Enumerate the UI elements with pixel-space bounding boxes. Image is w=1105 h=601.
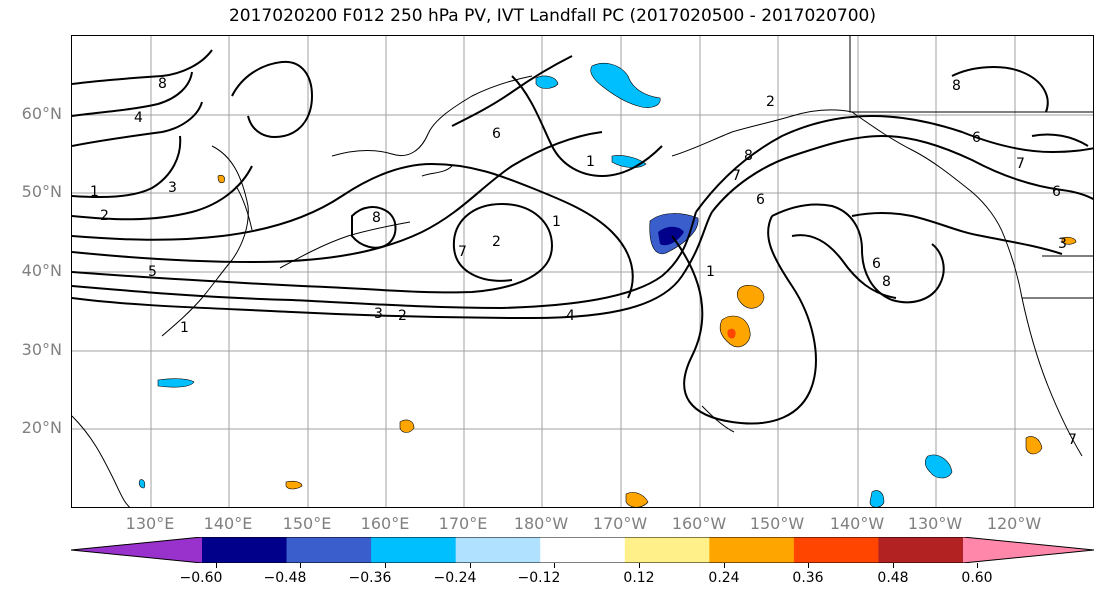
- colorbar-segment: [963, 537, 1094, 563]
- lat-label: 40°N: [21, 261, 62, 280]
- contour-label: 2: [398, 308, 407, 324]
- contour-label: 3: [374, 306, 383, 322]
- contour-label: 6: [1052, 184, 1061, 200]
- colorbar-tick-label: −0.48: [263, 570, 307, 586]
- colorbar-tickmark: [385, 563, 386, 568]
- colorbar-tick-label: 0.12: [623, 570, 655, 586]
- contour-label: 4: [134, 110, 143, 126]
- contour-label: 6: [756, 192, 765, 208]
- colorbar-segment: [709, 537, 795, 563]
- colorbar-tickmark: [977, 563, 978, 568]
- lon-label: 150°E: [282, 514, 332, 533]
- lon-label: 170°E: [438, 514, 488, 533]
- contour-label: 1: [90, 184, 99, 200]
- contour-label: 3: [1058, 236, 1067, 252]
- contour-label: 1: [552, 214, 561, 230]
- lon-label: 130°W: [907, 514, 963, 533]
- colorbar-tick-label: −0.60: [179, 570, 223, 586]
- contour-label: 2: [492, 234, 501, 250]
- colorbar-tickmark: [216, 563, 217, 568]
- contour-label: 3: [168, 180, 177, 196]
- figure-title: 2017020200 F012 250 hPa PV, IVT Landfall…: [228, 6, 876, 26]
- contour-label: 1: [586, 154, 595, 170]
- coastlines: [72, 36, 1093, 507]
- contour-labels: 8 4 1 2 3 5 6 7 8 2 1 3 2 4 6 7 1 1 8 6 …: [90, 76, 1077, 448]
- pv-contours: [72, 49, 1093, 425]
- colorbar-segment: [540, 537, 626, 563]
- lon-label: 170°W: [592, 514, 648, 533]
- contour-label: 8: [952, 78, 961, 94]
- contour-label: 6: [872, 256, 881, 272]
- map-canvas: 8 4 1 2 3 5 6 7 8 2 1 3 2 4 6 7 1 1 8 6 …: [72, 36, 1093, 507]
- contour-label: 8: [744, 148, 753, 164]
- colorbar-tick-label: 0.48: [877, 570, 909, 586]
- colorbar-segments: [71, 537, 1094, 563]
- colorbar-segment: [455, 537, 541, 563]
- contour-label: 1: [180, 320, 189, 336]
- lon-label: 160°W: [671, 514, 727, 533]
- lon-label: 140°W: [829, 514, 885, 533]
- gridlines: [72, 36, 1093, 507]
- contour-label: 1: [706, 264, 715, 280]
- lat-label: 60°N: [21, 104, 62, 123]
- contour-label: 7: [732, 168, 741, 184]
- lon-label: 140°E: [203, 514, 253, 533]
- map-panel: 8 4 1 2 3 5 6 7 8 2 1 3 2 4 6 7 1 1 8 6 …: [71, 35, 1094, 508]
- contour-label: 2: [100, 208, 109, 224]
- lon-label: 150°W: [749, 514, 805, 533]
- colorbar-tickmark: [470, 563, 471, 568]
- contour-label: 7: [458, 244, 467, 260]
- colorbar-segment: [286, 537, 372, 563]
- colorbar-segment: [71, 537, 202, 563]
- colorbar: [71, 537, 1094, 563]
- contour-label: 2: [766, 94, 775, 110]
- ivt-shading: [138, 63, 1077, 507]
- colorbar-tick-label: 0.36: [792, 570, 824, 586]
- colorbar-tick-label: −0.12: [517, 570, 561, 586]
- contour-label: 5: [148, 264, 157, 280]
- lat-label: 20°N: [21, 418, 62, 437]
- lon-label: 160°E: [360, 514, 410, 533]
- lat-label: 30°N: [21, 340, 62, 359]
- colorbar-tickmark: [300, 563, 301, 568]
- colorbar-segment: [371, 537, 457, 563]
- colorbar-tickmark: [724, 563, 725, 568]
- contour-label: 8: [372, 210, 381, 226]
- colorbar-tick-label: −0.24: [433, 570, 477, 586]
- lon-label: 120°W: [986, 514, 1042, 533]
- colorbar-tick-label: −0.36: [348, 570, 392, 586]
- lon-label: 130°E: [125, 514, 175, 533]
- contour-label: 6: [492, 126, 501, 142]
- colorbar-tickmark: [893, 563, 894, 568]
- colorbar-segment: [202, 537, 288, 563]
- colorbar-tickmark: [808, 563, 809, 568]
- contour-label: 8: [158, 76, 167, 92]
- contour-label: 7: [1068, 432, 1077, 448]
- colorbar-tick-label: 0.24: [708, 570, 740, 586]
- lat-label: 50°N: [21, 182, 62, 201]
- contour-label: 4: [566, 308, 575, 324]
- colorbar-segment: [793, 537, 879, 563]
- colorbar-segment: [878, 537, 964, 563]
- contour-label: 7: [1016, 156, 1025, 172]
- contour-label: 8: [882, 274, 891, 290]
- contour-label: 6: [972, 130, 981, 146]
- lon-label: 180°W: [513, 514, 569, 533]
- colorbar-segment: [624, 537, 710, 563]
- colorbar-tick-label: 0.60: [961, 570, 993, 586]
- colorbar-tickmark: [554, 563, 555, 568]
- colorbar-tickmark: [639, 563, 640, 568]
